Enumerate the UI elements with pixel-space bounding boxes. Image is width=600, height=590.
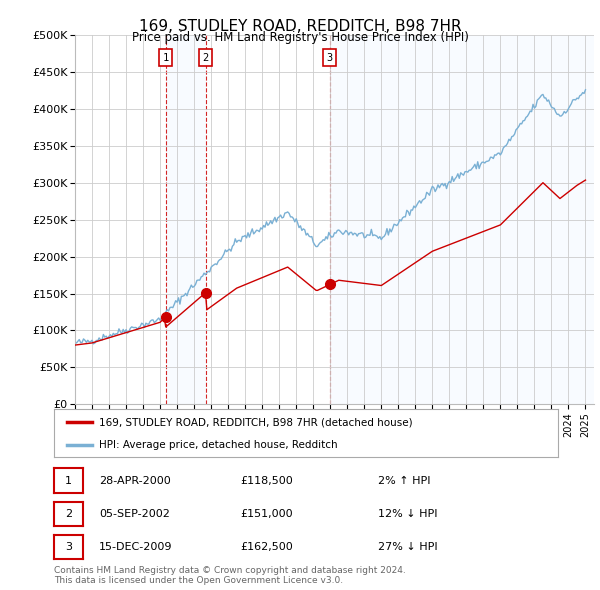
Text: 2: 2 — [202, 53, 209, 63]
Text: 169, STUDLEY ROAD, REDDITCH, B98 7HR: 169, STUDLEY ROAD, REDDITCH, B98 7HR — [139, 19, 461, 34]
Text: 1: 1 — [65, 476, 72, 486]
Text: 3: 3 — [65, 542, 72, 552]
Text: 05-SEP-2002: 05-SEP-2002 — [99, 509, 170, 519]
Text: 2: 2 — [65, 509, 72, 519]
Text: 28-APR-2000: 28-APR-2000 — [99, 476, 171, 486]
Text: £151,000: £151,000 — [240, 509, 293, 519]
Text: 15-DEC-2009: 15-DEC-2009 — [99, 542, 173, 552]
Bar — [166, 35, 206, 404]
Text: 12% ↓ HPI: 12% ↓ HPI — [378, 509, 437, 519]
Text: 1: 1 — [163, 53, 169, 63]
Text: 3: 3 — [326, 53, 332, 63]
Text: 27% ↓ HPI: 27% ↓ HPI — [378, 542, 437, 552]
Text: 169, STUDLEY ROAD, REDDITCH, B98 7HR (detached house): 169, STUDLEY ROAD, REDDITCH, B98 7HR (de… — [100, 417, 413, 427]
Text: £118,500: £118,500 — [240, 476, 293, 486]
Text: Contains HM Land Registry data © Crown copyright and database right 2024.
This d: Contains HM Land Registry data © Crown c… — [54, 566, 406, 585]
Text: £162,500: £162,500 — [240, 542, 293, 552]
Text: HPI: Average price, detached house, Redditch: HPI: Average price, detached house, Redd… — [100, 440, 338, 450]
Text: Price paid vs. HM Land Registry's House Price Index (HPI): Price paid vs. HM Land Registry's House … — [131, 31, 469, 44]
Text: 2% ↑ HPI: 2% ↑ HPI — [378, 476, 431, 486]
Bar — [329, 35, 594, 404]
